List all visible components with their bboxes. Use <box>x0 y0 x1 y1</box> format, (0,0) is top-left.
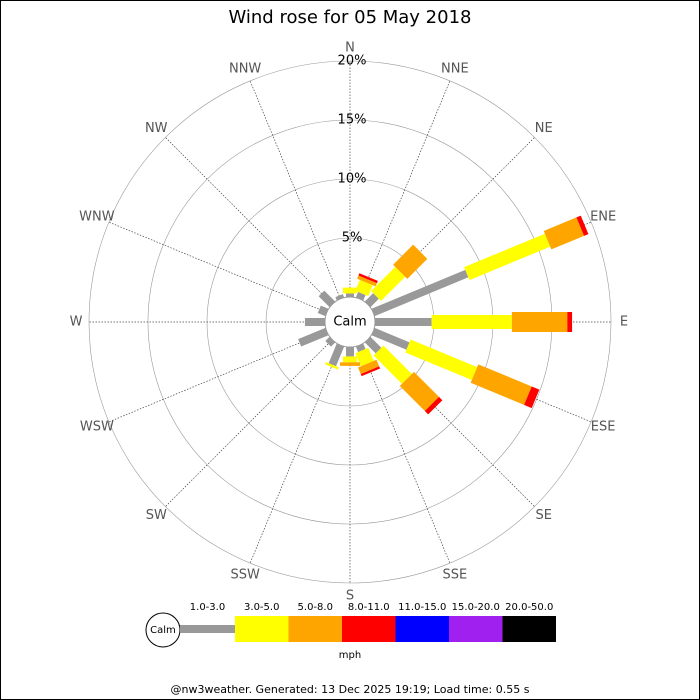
direction-label: WSW <box>80 419 114 434</box>
chart-title: Wind rose for 05 May 2018 <box>229 7 472 28</box>
bar-segment <box>424 396 443 415</box>
spoke <box>249 344 341 564</box>
r-tick-label: 15% <box>338 113 367 128</box>
bar-segment <box>328 343 345 367</box>
bar-segment <box>371 269 469 317</box>
bar-segment <box>543 217 585 250</box>
units-label: mph <box>339 650 361 661</box>
bar-segment <box>576 215 589 236</box>
legend-label: 1.0-3.0 <box>190 602 225 613</box>
bar-segment <box>371 266 406 301</box>
spoke <box>165 339 333 507</box>
bar-segment <box>343 287 357 294</box>
direction-label: NNW <box>229 61 261 76</box>
bar-segment <box>364 336 382 354</box>
direction-label: NW <box>145 121 168 136</box>
direction-label: NNE <box>441 61 469 76</box>
bar-segment <box>298 327 329 347</box>
bar-segment <box>325 336 336 347</box>
bar-segment <box>358 273 378 284</box>
legend-swatch <box>180 625 235 633</box>
direction-label: SSW <box>230 568 260 583</box>
bar-segment <box>324 362 339 370</box>
bar-segment <box>358 359 380 374</box>
direction-label: SSE <box>442 568 467 583</box>
footer: @nw3weather. Generated: 13 Dec 2025 19:1… <box>171 683 530 696</box>
direction-label: NE <box>535 121 553 136</box>
legend-label: 15.0-20.0 <box>452 602 500 613</box>
direction-label: E <box>620 315 628 330</box>
bar-segment <box>567 312 573 332</box>
spoke <box>359 344 451 564</box>
direction-label: ESE <box>591 419 616 434</box>
calm-label: Calm <box>333 315 366 330</box>
direction-label: SE <box>536 508 552 523</box>
legend-swatch <box>342 616 396 642</box>
bar-segment <box>375 318 432 326</box>
legend-swatch <box>395 616 449 642</box>
direction-label: W <box>70 315 83 330</box>
spoke <box>108 221 328 313</box>
bar-segment <box>364 293 379 308</box>
direction-label: WNW <box>79 210 115 225</box>
bar-segment <box>340 362 360 366</box>
bar-segment <box>346 347 354 357</box>
legend-label: 5.0-8.0 <box>298 602 333 613</box>
direction-label: SW <box>146 508 167 523</box>
r-tick-label: 5% <box>342 231 363 246</box>
bar-segment <box>399 371 439 411</box>
bar-segment <box>304 318 325 326</box>
direction-label: N <box>345 41 355 56</box>
bar-segment <box>393 244 428 279</box>
bar-segment <box>335 294 345 301</box>
bar-segment <box>355 347 374 367</box>
legend-swatch <box>449 616 503 642</box>
r-tick-label: 20% <box>338 54 367 69</box>
legend-label: 3.0-5.0 <box>244 602 279 613</box>
legend-label: 20.0-50.0 <box>505 602 553 613</box>
bar-segment <box>360 366 381 377</box>
bar-segment <box>357 275 377 287</box>
legend-swatch <box>502 616 556 642</box>
r-tick-label: 10% <box>338 172 367 187</box>
bar-segment <box>373 345 412 384</box>
bar-segment <box>371 327 410 350</box>
spoke <box>249 80 341 300</box>
bar-segment <box>346 293 354 297</box>
bar-segment <box>405 339 478 381</box>
bar-segment <box>431 315 512 329</box>
bar-segment <box>343 356 357 363</box>
direction-label: S <box>346 589 354 604</box>
bar-segment <box>511 312 568 332</box>
bar-segment <box>464 233 551 281</box>
spoke <box>165 137 333 305</box>
direction-label: ENE <box>590 210 616 225</box>
bar-segment <box>317 305 329 317</box>
spoke <box>359 80 451 300</box>
bar-segment <box>470 364 532 405</box>
calm-circle <box>324 296 376 348</box>
bar-segment <box>524 386 540 409</box>
grid-ring <box>88 60 612 584</box>
legend-label: 8.0-11.0 <box>348 602 390 613</box>
legend-calm-label: Calm <box>150 625 176 636</box>
legend-swatch <box>235 616 289 642</box>
bar-segment <box>355 279 373 297</box>
bar-segment <box>318 290 336 308</box>
spoke <box>108 331 328 423</box>
legend-label: 11.0-15.0 <box>398 602 446 613</box>
legend-swatch <box>288 616 342 642</box>
